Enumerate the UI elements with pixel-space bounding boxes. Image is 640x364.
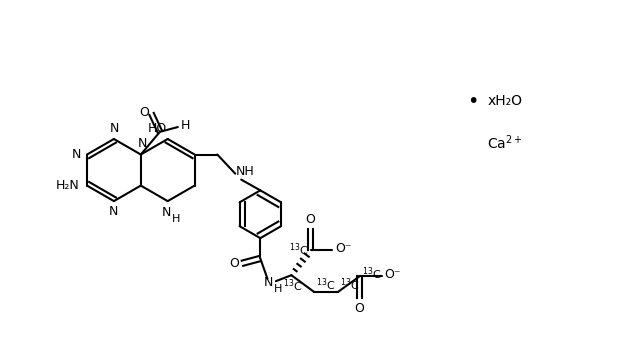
Text: HO: HO bbox=[147, 122, 166, 135]
Text: H₂N: H₂N bbox=[56, 179, 80, 192]
Text: H: H bbox=[180, 119, 189, 132]
Text: H: H bbox=[273, 284, 282, 294]
Text: $^{13}$C: $^{13}$C bbox=[340, 276, 360, 293]
Text: $^{13}$C: $^{13}$C bbox=[362, 265, 381, 282]
Text: O⁻: O⁻ bbox=[336, 242, 352, 255]
Text: $^{13}$C: $^{13}$C bbox=[289, 242, 308, 258]
Text: $^{13}$C: $^{13}$C bbox=[283, 278, 302, 294]
Text: •: • bbox=[467, 92, 478, 111]
Text: O: O bbox=[229, 257, 239, 270]
Text: $^{13}$C: $^{13}$C bbox=[316, 276, 336, 293]
Text: NH: NH bbox=[236, 165, 254, 178]
Text: O: O bbox=[140, 106, 149, 119]
Text: N: N bbox=[264, 277, 273, 289]
Text: N: N bbox=[138, 137, 147, 150]
Text: O: O bbox=[305, 213, 316, 226]
Text: N: N bbox=[109, 205, 118, 218]
Text: O⁻: O⁻ bbox=[385, 268, 401, 281]
Text: H: H bbox=[172, 214, 180, 224]
Text: O: O bbox=[355, 301, 364, 314]
Text: xH₂O: xH₂O bbox=[488, 94, 523, 108]
Text: N: N bbox=[72, 148, 81, 161]
Text: Ca$^{2+}$: Ca$^{2+}$ bbox=[488, 134, 523, 153]
Text: N: N bbox=[110, 122, 119, 135]
Text: N: N bbox=[162, 206, 171, 219]
